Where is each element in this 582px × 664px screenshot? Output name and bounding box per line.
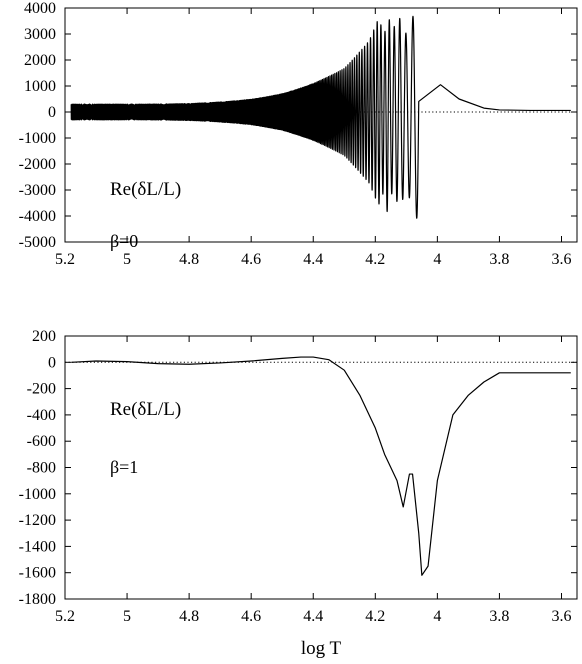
- x-tick-label: 5.2: [55, 251, 75, 268]
- x-tick-label: 4.4: [303, 608, 323, 625]
- series-line: [71, 356, 571, 576]
- y-tick-label: -1000: [19, 486, 56, 503]
- y-tick-label: 2000: [24, 52, 56, 69]
- y-tick-label: -5000: [19, 234, 56, 251]
- x-tick-label: 4: [433, 608, 441, 625]
- y-tick-label: -800: [27, 460, 56, 477]
- x-tick-label: 4.2: [365, 251, 385, 268]
- plot-frame: [64, 7, 578, 243]
- y-tick-label: 0: [48, 354, 56, 371]
- x-tick-label: 4.8: [179, 608, 199, 625]
- x-tick-label: 4.8: [179, 251, 199, 268]
- x-tick-label: 4: [433, 251, 441, 268]
- y-tick-label: -1200: [19, 512, 56, 529]
- y-tick-label: -1600: [19, 565, 56, 582]
- y-tick-label: 0: [48, 104, 56, 121]
- y-tick-label: -600: [27, 433, 56, 450]
- y-tick-label: 1000: [24, 78, 56, 95]
- x-tick-label: 5.2: [55, 608, 75, 625]
- x-tick-label: 4.6: [241, 251, 261, 268]
- y-tick-label: 200: [32, 328, 56, 345]
- series-label: Re(δL/L): [110, 399, 181, 420]
- panel-beta-0: 5.2 5 4.8 4.6 4.4 4.2 4 3.8 3.6 4000 3000 2000 1000 0…: [19, 0, 578, 268]
- y-tick-label: -200: [27, 381, 56, 398]
- x-tick-label: 4.6: [241, 608, 261, 625]
- beta-annotation: β=1: [110, 457, 138, 477]
- y-tick-label: -3000: [19, 182, 56, 199]
- panel-beta-1: 5.2 5 4.8 4.6 4.4 4.2 4 3.8 3.6 200 0 -200 -400 -600 -…: [19, 328, 578, 625]
- beta-annotation: β=0: [110, 231, 138, 251]
- y-tick-label: 3000: [24, 26, 56, 43]
- plot-frame: [64, 335, 578, 600]
- y-tick-label: -1000: [19, 130, 56, 147]
- x-tick-label: 4.4: [303, 251, 323, 268]
- y-tick-label: -2000: [19, 156, 56, 173]
- y-tick-label: 4000: [24, 0, 56, 17]
- y-tick-label: -1400: [19, 538, 56, 555]
- x-tick-label: 4.2: [365, 608, 385, 625]
- series-label: Re(δL/L): [110, 179, 181, 200]
- x-tick-label: 3.6: [551, 608, 571, 625]
- y-tick-label: -4000: [19, 208, 56, 225]
- x-tick-label: 3.8: [489, 251, 509, 268]
- y-tick-label: -1800: [19, 591, 56, 608]
- x-tick-label: 3.6: [551, 251, 571, 268]
- x-tick-label: 5: [123, 608, 131, 625]
- x-tick-label: 3.8: [489, 608, 509, 625]
- x-axis-label: log T: [301, 638, 342, 659]
- y-tick-label: -400: [27, 407, 56, 424]
- x-tick-label: 5: [123, 251, 131, 268]
- series-line: [70, 15, 571, 219]
